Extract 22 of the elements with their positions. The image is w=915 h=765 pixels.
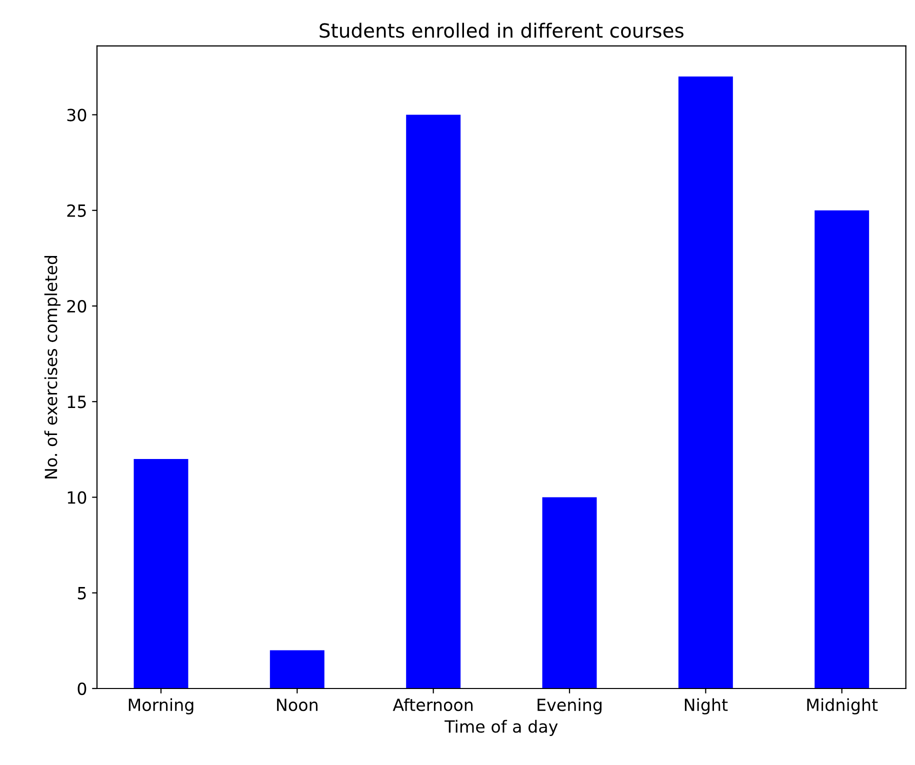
chart-title: Students enrolled in different courses bbox=[320, 22, 684, 38]
bar bbox=[406, 114, 461, 688]
bar bbox=[134, 459, 188, 688]
y-tick-label: 25 bbox=[67, 204, 86, 217]
x-tick-label: Night bbox=[684, 698, 728, 714]
bar bbox=[678, 76, 733, 688]
x-axis-title: Time of a day bbox=[444, 720, 558, 736]
x-tick-label: Morning bbox=[128, 698, 194, 714]
y-tick-label: 5 bbox=[78, 587, 86, 600]
bar bbox=[270, 650, 324, 688]
y-tick-label: 15 bbox=[68, 396, 86, 408]
y-tick-label: 10 bbox=[68, 491, 86, 504]
y-tick-label: 20 bbox=[67, 300, 86, 313]
y-axis-title: No. of exercises completed bbox=[44, 256, 61, 478]
bar bbox=[542, 497, 597, 688]
x-tick-label: Noon bbox=[277, 698, 318, 712]
bar bbox=[814, 210, 870, 688]
y-tick-label: 30 bbox=[67, 108, 86, 122]
x-tick-label: Midnight bbox=[807, 698, 878, 714]
x-tick-label: Afternoon bbox=[392, 698, 473, 712]
y-tick-label: 0 bbox=[78, 682, 86, 696]
x-tick-label: Evening bbox=[538, 698, 602, 714]
